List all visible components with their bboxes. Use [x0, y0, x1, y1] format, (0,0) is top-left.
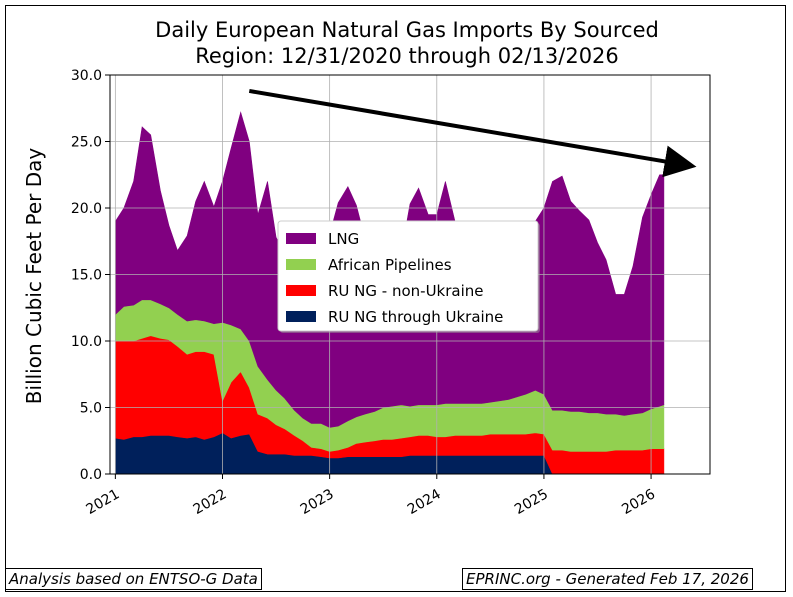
- y-tick-label: 20.0: [71, 201, 102, 217]
- chart-title-line2: Region: 12/31/2020 through 02/13/2026: [195, 44, 619, 68]
- y-tick-label: 10.0: [71, 334, 102, 350]
- y-tick-label: 25.0: [71, 135, 102, 151]
- legend: LNG African Pipelines RU NG - non-Ukraine R…: [277, 220, 540, 333]
- footnote-source: Analysis based on ENTSO-G Data: [5, 568, 262, 590]
- legend-label-ru-ng-through-ukraine: RU NG through Ukraine: [328, 308, 503, 326]
- legend-swatch-ru-ng-non-ukraine: [286, 285, 316, 296]
- legend-label-african-pipelines: African Pipelines: [328, 256, 452, 274]
- chart-title-line1: Daily European Natural Gas Imports By So…: [155, 18, 659, 42]
- trend-arrow: [248, 88, 697, 178]
- y-tick-label: 30.0: [71, 68, 102, 84]
- legend-swatch-lng: [286, 233, 316, 244]
- legend-swatch-african-pipelines: [286, 259, 316, 270]
- y-axis: 0.0 5.0 10.0 15.0 20.0 25.0 30.0: [71, 68, 110, 483]
- y-tick-label: 5.0: [80, 401, 102, 417]
- legend-swatch-ru-ng-through-ukraine: [286, 311, 316, 322]
- y-tick-label: 0.0: [80, 467, 102, 483]
- x-axis: 2021 2022 2023 2024 2025 2026: [83, 474, 658, 518]
- x-tick-label: 2023: [298, 486, 337, 518]
- legend-label-lng: LNG: [328, 230, 359, 248]
- x-tick-label: 2026: [619, 486, 658, 518]
- chart: Daily European Natural Gas Imports By So…: [22, 18, 711, 518]
- legend-box: [277, 220, 539, 332]
- footnote-credit: EPRINC.org - Generated Feb 17, 2026: [462, 568, 753, 590]
- legend-label-ru-ng-non-ukraine: RU NG - non-Ukraine: [328, 282, 484, 300]
- y-tick-label: 15.0: [71, 268, 102, 284]
- x-tick-label: 2024: [405, 486, 444, 518]
- figure-frame: Daily European Natural Gas Imports By So…: [5, 5, 786, 592]
- x-tick-label: 2021: [83, 486, 122, 518]
- y-axis-label: Billion Cubic Feet Per Day: [22, 148, 46, 405]
- x-tick-label: 2025: [512, 486, 551, 518]
- x-tick-label: 2022: [191, 486, 230, 518]
